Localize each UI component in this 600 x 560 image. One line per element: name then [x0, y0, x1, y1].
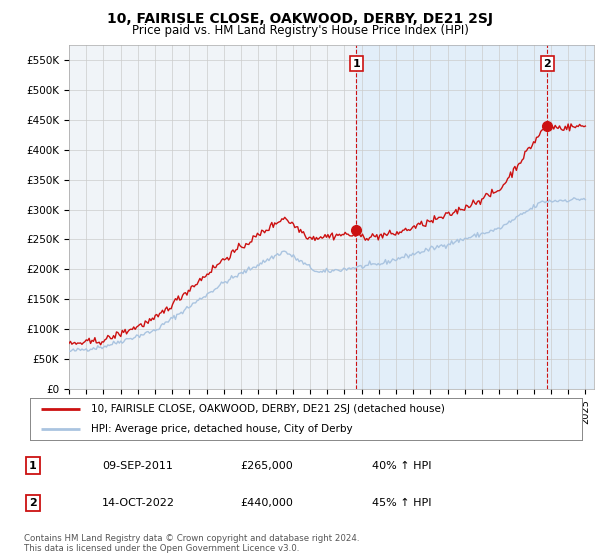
- Text: 09-SEP-2011: 09-SEP-2011: [102, 460, 173, 470]
- Text: Contains HM Land Registry data © Crown copyright and database right 2024.
This d: Contains HM Land Registry data © Crown c…: [24, 534, 359, 553]
- Text: 45% ↑ HPI: 45% ↑ HPI: [372, 498, 431, 508]
- Text: 1: 1: [352, 59, 360, 68]
- Text: 2: 2: [29, 498, 37, 508]
- Text: £265,000: £265,000: [240, 460, 293, 470]
- Text: 10, FAIRISLE CLOSE, OAKWOOD, DERBY, DE21 2SJ (detached house): 10, FAIRISLE CLOSE, OAKWOOD, DERBY, DE21…: [91, 404, 445, 414]
- Text: 14-OCT-2022: 14-OCT-2022: [102, 498, 175, 508]
- Bar: [356, 45, 594, 389]
- Text: 10, FAIRISLE CLOSE, OAKWOOD, DERBY, DE21 2SJ: 10, FAIRISLE CLOSE, OAKWOOD, DERBY, DE21…: [107, 12, 493, 26]
- Text: 2: 2: [544, 59, 551, 68]
- Text: Price paid vs. HM Land Registry's House Price Index (HPI): Price paid vs. HM Land Registry's House …: [131, 24, 469, 36]
- Text: £440,000: £440,000: [240, 498, 293, 508]
- Text: HPI: Average price, detached house, City of Derby: HPI: Average price, detached house, City…: [91, 424, 352, 434]
- Text: 1: 1: [29, 460, 37, 470]
- Text: 40% ↑ HPI: 40% ↑ HPI: [372, 460, 431, 470]
